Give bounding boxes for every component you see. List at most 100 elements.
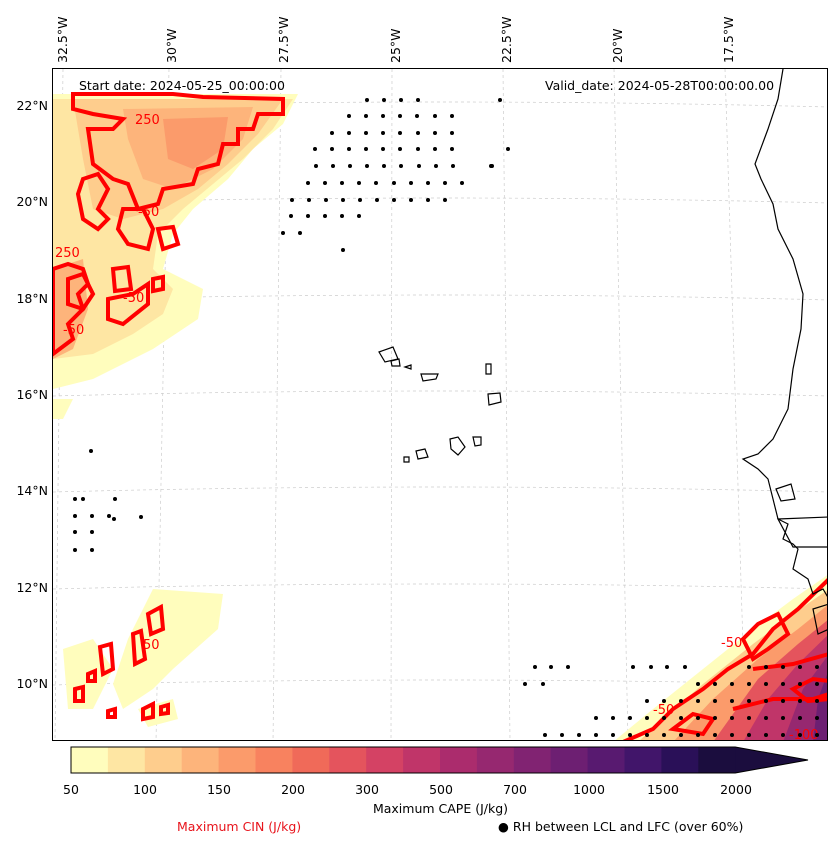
- lat-label-18n: 18°N: [16, 291, 48, 306]
- colorbar-swatch: [329, 747, 367, 773]
- rh-dot: [107, 514, 111, 518]
- rh-dot: [611, 733, 615, 737]
- rh-dot: [417, 164, 421, 168]
- lat-label-16n: 16°N: [16, 387, 48, 402]
- rh-dot: [747, 665, 751, 669]
- lat-label-22n: 22°N: [16, 98, 48, 113]
- colorbar-tick: 50: [63, 782, 79, 797]
- colorbar-swatch: [587, 747, 625, 773]
- rh-dot: [662, 699, 666, 703]
- rh-dot: [347, 147, 351, 151]
- rh-dot: [679, 699, 683, 703]
- rh-dot: [549, 665, 553, 669]
- rh-dot: [747, 716, 751, 720]
- rh-dot: [594, 733, 598, 737]
- rh-dot: [628, 733, 632, 737]
- rh-dot: [365, 164, 369, 168]
- rh-dot: [306, 181, 310, 185]
- rh-dot: [498, 98, 502, 102]
- lat-label-10n: 10°N: [16, 676, 48, 691]
- rh-dot: [416, 131, 420, 135]
- legend-rh: ● RH between LCL and LFC (over 60%): [498, 819, 743, 834]
- rh-dot: [90, 514, 94, 518]
- rh-dot: [665, 665, 669, 669]
- rh-dot: [324, 198, 328, 202]
- rh-dot: [306, 214, 310, 218]
- rh-dot: [696, 716, 700, 720]
- rh-dot: [433, 147, 437, 151]
- rh-dot: [628, 716, 632, 720]
- colorbar-swatch: [366, 747, 404, 773]
- rh-dot: [364, 114, 368, 118]
- rh-dot: [679, 733, 683, 737]
- cin-contours: [53, 92, 827, 740]
- contour-label: 250: [135, 113, 160, 128]
- rh-dot: [798, 733, 802, 737]
- rh-dot: [683, 665, 687, 669]
- rh-dot: [798, 682, 802, 686]
- colorbar-swatch: [403, 747, 441, 773]
- lon-label-25w: 25°W: [388, 28, 403, 63]
- rh-dot: [533, 665, 537, 669]
- rh-dot: [112, 517, 116, 521]
- rh-dot: [662, 733, 666, 737]
- colorbar-swatch: [440, 747, 478, 773]
- rh-dot: [375, 198, 379, 202]
- colorbar-tick: 200: [281, 782, 305, 797]
- rh-dot: [341, 248, 345, 252]
- colorbar-extend-arrow: [735, 747, 808, 773]
- rh-dot: [364, 131, 368, 135]
- rh-stipple: [73, 98, 819, 737]
- rh-dot: [815, 682, 819, 686]
- rh-dot: [450, 147, 454, 151]
- rh-dot: [696, 682, 700, 686]
- rh-dot: [409, 198, 413, 202]
- rh-dot: [730, 716, 734, 720]
- rh-dot: [747, 733, 751, 737]
- cape-field-northwest: [53, 94, 298, 419]
- rh-dot: [730, 682, 734, 686]
- rh-dot: [443, 181, 447, 185]
- rh-dot: [73, 530, 77, 534]
- colorbar-swatch: [292, 747, 330, 773]
- rh-dot: [357, 181, 361, 185]
- rh-dot: [90, 548, 94, 552]
- colorbar-swatch: [513, 747, 552, 773]
- lat-label-14n: 14°N: [16, 483, 48, 498]
- colorbar-swatch: [181, 747, 220, 773]
- rh-dot: [381, 131, 385, 135]
- colorbar-tick: 500: [429, 782, 453, 797]
- cape-field-southeast: [615, 575, 827, 740]
- lon-label-30w: 30°W: [164, 28, 179, 63]
- rh-dot: [416, 98, 420, 102]
- rh-dot: [290, 198, 294, 202]
- map-panel: 250 -50 250 -50 -50 50 -50 -100 -50: [52, 68, 828, 741]
- rh-dot: [433, 131, 437, 135]
- rh-dot: [409, 181, 413, 185]
- rh-dot: [713, 699, 717, 703]
- rh-dot: [434, 164, 438, 168]
- rh-dot: [781, 733, 785, 737]
- rh-dot: [398, 147, 402, 151]
- contour-label: 50: [143, 638, 160, 653]
- colorbar-swatch: [255, 747, 293, 773]
- colorbar-swatch: [698, 747, 736, 773]
- rh-dot: [450, 114, 454, 118]
- rh-dot: [747, 682, 751, 686]
- contour-label: 250: [55, 246, 80, 261]
- rh-dot: [543, 733, 547, 737]
- rh-dot: [341, 198, 345, 202]
- rh-dot: [747, 699, 751, 703]
- rh-dot: [381, 147, 385, 151]
- rh-dot: [443, 198, 447, 202]
- rh-dot: [331, 164, 335, 168]
- rh-dot: [289, 214, 293, 218]
- rh-dot: [374, 181, 378, 185]
- rh-dot: [398, 114, 402, 118]
- lat-label-12n: 12°N: [16, 580, 48, 595]
- colorbar-tick: 1000: [573, 782, 605, 797]
- rh-dot: [730, 699, 734, 703]
- legend-cin-label: Maximum CIN (J/kg): [177, 819, 302, 834]
- rh-dot: [713, 716, 717, 720]
- rh-dot: [415, 114, 419, 118]
